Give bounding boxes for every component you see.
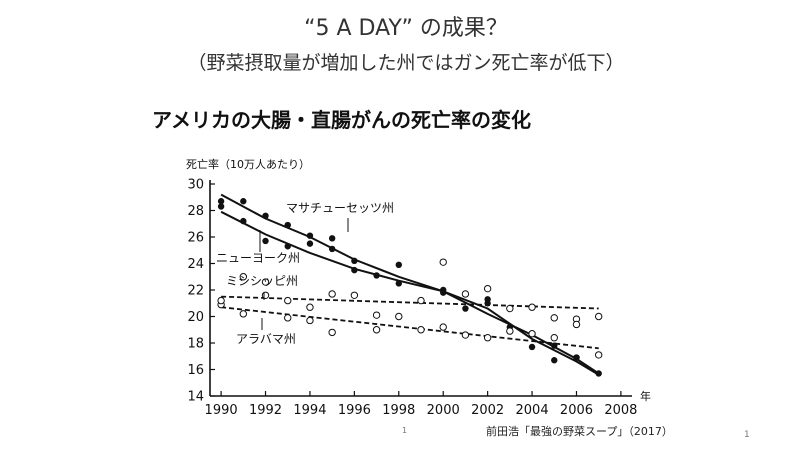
- data-point-series-0: [306, 232, 314, 239]
- data-point-series-2: [350, 291, 359, 299]
- data-point-series-3: [328, 328, 336, 337]
- series-label-0: マサチューセッツ州: [286, 201, 394, 215]
- data-point-series-2: [395, 312, 403, 321]
- data-point-series-2: [550, 314, 558, 322]
- data-point-series-3: [217, 296, 225, 305]
- data-point-series-0: [595, 370, 602, 377]
- data-point-series-0: [262, 212, 269, 219]
- data-point-series-0: [528, 343, 536, 351]
- y-tick-label: 22: [187, 284, 204, 299]
- data-point-series-2: [506, 304, 514, 313]
- data-point-series-3: [550, 334, 558, 342]
- data-point-series-0: [551, 357, 558, 364]
- x-tick-label: 2004: [516, 403, 549, 418]
- data-point-series-1: [484, 300, 491, 307]
- x-axis-title: 年: [640, 389, 651, 403]
- data-point-series-2: [239, 273, 248, 281]
- data-point-series-1: [217, 203, 225, 210]
- x-tick-label: 1998: [382, 403, 415, 418]
- data-point-series-3: [239, 310, 248, 318]
- data-point-series-2: [483, 284, 492, 293]
- slide-subtitle: （野菜摂取量が増加した州ではガン死亡率が低下）: [187, 52, 625, 74]
- data-point-series-3: [528, 330, 536, 338]
- data-point-series-0: [240, 198, 247, 205]
- data-point-series-2: [439, 258, 447, 266]
- data-point-series-1: [306, 240, 314, 247]
- data-point-series-0: [462, 305, 469, 312]
- trend-line-3: [221, 306, 599, 350]
- page-number-right: 1: [744, 430, 750, 440]
- data-point-series-3: [483, 334, 492, 342]
- x-tick-label: 1994: [293, 403, 326, 418]
- y-tick-label: 14: [187, 390, 204, 405]
- x-tick-label: 1996: [338, 403, 371, 418]
- x-tick-label: 2000: [427, 403, 460, 418]
- data-point-series-1: [328, 245, 336, 253]
- y-tick-label: 16: [187, 363, 204, 378]
- series-label-3: アラバマ州: [236, 332, 296, 346]
- data-point-series-3: [417, 326, 425, 334]
- data-point-series-1: [573, 354, 580, 361]
- trend-line-1: [220, 210, 600, 375]
- data-point-series-0: [351, 257, 358, 265]
- data-point-series-1: [551, 342, 558, 349]
- data-point-series-2: [417, 296, 425, 305]
- x-tick-label: 1992: [249, 403, 282, 418]
- y-tick-label: 20: [187, 310, 204, 325]
- source-credit: 前田浩「最強の野菜スープ」（2017）: [486, 425, 673, 438]
- data-point-series-3: [461, 331, 470, 339]
- y-tick-label: 18: [187, 337, 204, 352]
- data-point-series-3: [594, 351, 603, 359]
- data-point-series-0: [395, 261, 402, 269]
- data-point-series-2: [372, 311, 381, 319]
- x-tick-label: 1990: [205, 403, 238, 418]
- data-point-series-2: [261, 278, 270, 286]
- data-point-series-2: [528, 303, 536, 311]
- data-point-series-3: [572, 320, 581, 329]
- data-point-series-0: [217, 198, 225, 205]
- chart-heading: アメリカの大腸・直腸がんの死亡率の変化: [152, 108, 531, 132]
- data-point-series-3: [506, 327, 514, 335]
- y-tick-label: 30: [187, 178, 204, 193]
- data-point-series-3: [261, 291, 270, 299]
- y-axis-title: 死亡率（10万人あたり）: [186, 157, 310, 171]
- data-point-series-2: [594, 312, 603, 321]
- slide-title: “5 A DAY” の成果？: [304, 16, 508, 41]
- data-point-series-1: [262, 237, 269, 245]
- series-label-1: ニューヨーク州: [216, 251, 300, 265]
- data-point-series-0: [328, 235, 336, 242]
- data-point-series-3: [372, 326, 381, 334]
- data-point-series-3: [284, 314, 292, 322]
- data-point-series-3: [306, 316, 314, 325]
- y-tick-label: 24: [187, 257, 204, 272]
- data-point-series-1: [440, 289, 447, 296]
- x-tick-label: 2008: [604, 403, 637, 418]
- data-point-series-1: [240, 217, 247, 225]
- data-point-series-1: [373, 272, 380, 279]
- data-point-series-2: [461, 290, 470, 298]
- x-tick-label: 2006: [560, 403, 593, 418]
- data-point-series-0: [284, 221, 291, 229]
- series-label-2: ミシシッピ州: [226, 274, 298, 288]
- data-point-series-1: [351, 266, 358, 274]
- page-number-center: 1: [402, 426, 408, 435]
- data-point-series-2: [284, 296, 292, 305]
- trend-line-2: [221, 295, 599, 310]
- data-point-series-1: [284, 243, 291, 250]
- x-tick-label: 2002: [471, 403, 504, 418]
- y-tick-label: 26: [187, 231, 204, 246]
- data-point-series-2: [328, 290, 336, 298]
- y-tick-label: 28: [187, 204, 204, 219]
- data-point-series-3: [439, 323, 447, 331]
- data-point-series-2: [306, 303, 314, 311]
- data-point-series-1: [395, 280, 402, 287]
